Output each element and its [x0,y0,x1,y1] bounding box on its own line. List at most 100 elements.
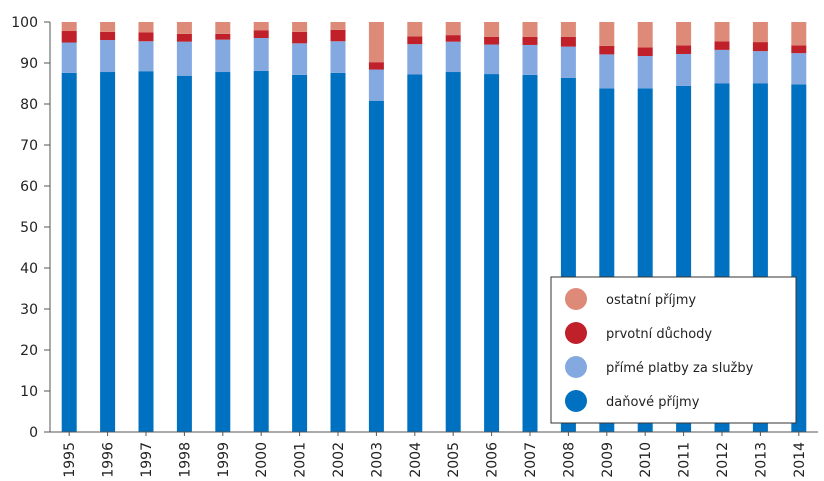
bar-segment [138,32,154,42]
legend-marker [565,356,587,378]
bar-segment [176,22,192,34]
x-tick-label: 2007 [523,442,539,478]
x-tick-label: 2001 [293,442,309,478]
bar-segment [292,22,308,32]
legend-box [550,276,797,424]
x-axis: 1995 1996 1997 1998 1999 2000 2001 2002 2003 2004… [50,431,818,478]
x-tick-label: 2012 [715,442,731,478]
bar-segment [752,51,768,84]
bar-segment [752,42,768,52]
legend-marker [565,390,587,412]
bar-segment [100,40,116,73]
bar-segment [407,44,423,75]
y-tick-label: 30 [20,302,38,318]
bar-segment [484,44,500,75]
bar-segment [484,36,500,45]
y-tick-label: 50 [20,220,38,236]
y-tick-label: 70 [20,138,38,154]
bar-segment [330,29,346,42]
bar-segment [522,74,538,432]
x-tick-label: 2006 [485,442,501,478]
bar-segment [100,31,116,41]
legend-label: přímé platby za služby [606,361,754,376]
bar-segment [407,22,423,37]
bar-segment [292,74,308,432]
bar-segment [445,41,461,73]
x-tick-label: 2003 [369,442,385,478]
bar-segment [599,22,615,46]
bar-segment [253,70,269,432]
x-tick-label: 1997 [139,442,155,478]
bar-segment [253,22,269,31]
bar-segment [253,30,269,38]
bar-segment [330,41,346,73]
bar-segment [676,45,692,54]
bar-segment [138,41,154,72]
legend-marker [565,322,587,344]
y-tick-label: 10 [20,384,38,400]
legend-marker [565,288,587,310]
bar-segment [61,31,77,43]
x-tick-label: 2010 [638,442,654,478]
bar-segment [637,56,653,89]
bar-segment [61,72,77,432]
bar-segment [368,100,384,432]
legend-label: daňové příjmy [606,395,700,410]
bar-segment [791,22,807,46]
y-tick-label: 90 [20,56,38,72]
bar-segment [791,45,807,54]
bar-segment [330,72,346,432]
x-tick-label: 2014 [792,442,808,478]
bar-segment [138,22,154,33]
legend: ostatní příjmy prvotní důchody přímé platb… [550,276,797,424]
bar-segment [599,54,615,89]
bar-segment [292,31,308,44]
bar-segment [215,39,231,73]
x-tick-label: 2008 [561,442,577,478]
y-tick-label: 20 [20,343,38,359]
bar-segment [445,22,461,36]
x-tick-label: 1998 [177,442,193,478]
x-tick-label: 1996 [101,442,117,478]
legend-label: prvotní důchody [606,327,712,342]
bar-segment [791,53,807,85]
bar-segment [560,36,576,47]
x-tick-label: 2009 [600,442,616,478]
bar-segment [637,47,653,57]
bar-segment [100,22,116,32]
bar-segment [676,22,692,46]
bar-segment [368,22,384,63]
bar-segment [522,36,538,45]
y-tick-label: 40 [20,261,38,277]
bar-segment [176,33,192,42]
bar-segment [292,43,308,75]
y-axis: 0 10 20 30 40 50 60 70 80 90 100 [11,15,51,441]
bar-segment [330,22,346,30]
bar-segment [599,45,615,55]
bar-segment [368,62,384,70]
bar-segment [752,22,768,43]
legend-label: ostatní příjmy [606,293,696,308]
bar-segment [714,22,730,42]
x-tick-label: 2000 [254,442,270,478]
bar-segment [176,75,192,433]
bar-segment [522,22,538,37]
bar-segment [215,33,231,40]
bar-segment [714,41,730,50]
bar-segment [215,22,231,34]
bar-segment [253,37,269,71]
bar-segment [407,74,423,432]
y-tick-label: 60 [20,179,38,195]
bar-segment [368,69,384,101]
x-tick-label: 1995 [62,442,78,478]
bar-segment [522,44,538,75]
bar-segment [138,71,154,432]
x-tick-label: 2013 [753,442,769,478]
bar-segment [176,41,192,76]
bar-segment [484,74,500,432]
bar-segment [560,22,576,37]
bar-segment [61,42,77,73]
bar-segment [714,49,730,84]
bar-segment [445,35,461,42]
